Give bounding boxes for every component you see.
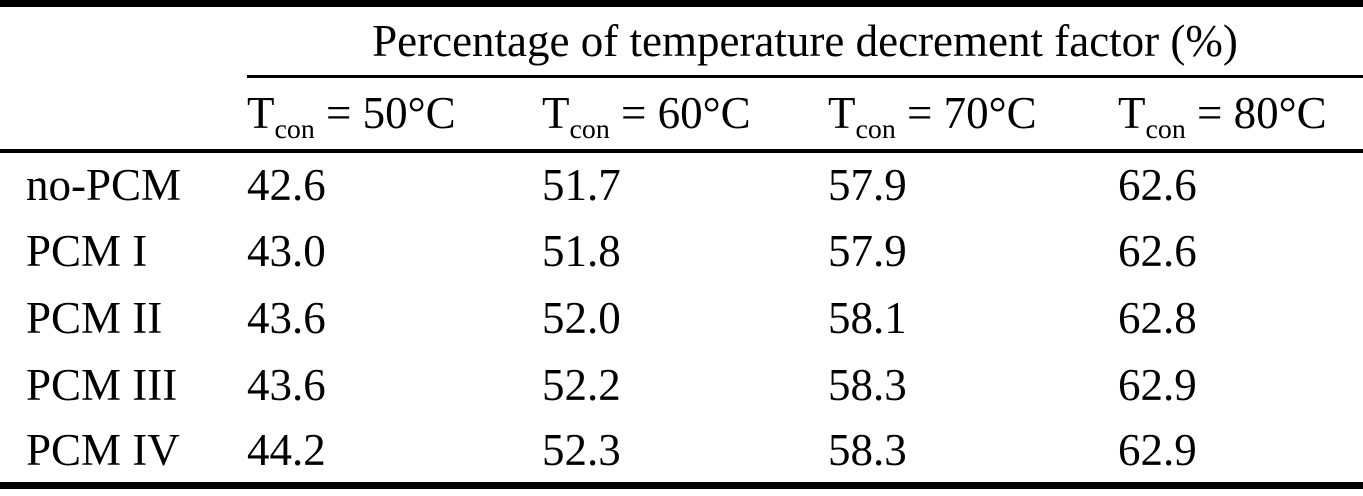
row-label: no-PCM [26, 160, 182, 210]
stub-cell-bottom [0, 76, 247, 153]
table-row-no-pcm: no-PCM 42.6 51.7 57.9 62.6 [0, 151, 1363, 218]
row-label: PCM IV [26, 425, 180, 476]
tcon-subscript: con [569, 114, 610, 146]
tcon-symbol: T [542, 88, 570, 139]
table-cell: 52.0 [542, 293, 621, 343]
table-cell: 57.9 [828, 160, 907, 210]
table-cell: 43.6 [247, 293, 326, 343]
stub-cell-top [0, 4, 247, 77]
spanning-header: Percentage of temperature decrement fact… [247, 3, 1363, 78]
table-cell: 62.6 [1118, 226, 1197, 276]
tcon-symbol: T [1118, 88, 1146, 139]
table-cell: 57.9 [828, 226, 907, 276]
tcon-symbol: T [247, 88, 275, 139]
table-cell: 58.1 [828, 293, 907, 343]
row-label: PCM III [26, 360, 178, 410]
spanning-header-row: Percentage of temperature decrement fact… [0, 3, 1363, 78]
tcon-condition: = 70°C [895, 88, 1037, 139]
column-header-tcon-70: Tcon = 70°C [828, 76, 1118, 153]
table-cell: 52.2 [542, 360, 621, 410]
table-cell: 52.3 [542, 425, 621, 476]
table-cell: 62.9 [1118, 360, 1197, 410]
table-row-pcm-1: PCM I 43.0 51.8 57.9 62.6 [0, 218, 1363, 285]
table-cell: 44.2 [247, 425, 326, 476]
tcon-subscript: con [1145, 114, 1186, 146]
column-header-tcon-80: Tcon = 80°C [1118, 76, 1363, 153]
tcon-subscript: con [855, 114, 896, 146]
table-row-pcm-3: PCM III 43.6 52.2 58.3 62.9 [0, 352, 1363, 419]
column-header-tcon-50: Tcon = 50°C [247, 76, 542, 153]
tcon-symbol: T [828, 88, 856, 139]
row-label: PCM I [26, 226, 148, 276]
column-header-tcon-60: Tcon = 60°C [542, 76, 828, 153]
table-cell: 62.8 [1118, 293, 1197, 343]
tcon-condition: = 50°C [314, 88, 456, 139]
tcon-condition: = 80°C [1185, 88, 1327, 139]
table-cell: 58.3 [828, 360, 907, 410]
tcon-condition: = 60°C [609, 88, 751, 139]
column-header-row: Tcon = 50°C Tcon = 60°C Tcon = 70°C Tcon… [0, 76, 1363, 153]
table-cell: 62.9 [1118, 425, 1197, 476]
table-cell: 58.3 [828, 425, 907, 476]
table-cell: 51.7 [542, 160, 621, 210]
row-label: PCM II [26, 293, 163, 343]
table-cell: 43.6 [247, 360, 326, 410]
table-row-pcm-4: PCM IV 44.2 52.3 58.3 62.9 [0, 419, 1363, 486]
table-cell: 42.6 [247, 160, 326, 210]
table-row-pcm-2: PCM II 43.6 52.0 58.1 62.8 [0, 285, 1363, 352]
table-cell: 62.6 [1118, 160, 1197, 210]
table-cell: 43.0 [247, 226, 326, 276]
tcon-subscript: con [274, 114, 315, 146]
table-cell: 51.8 [542, 226, 621, 276]
